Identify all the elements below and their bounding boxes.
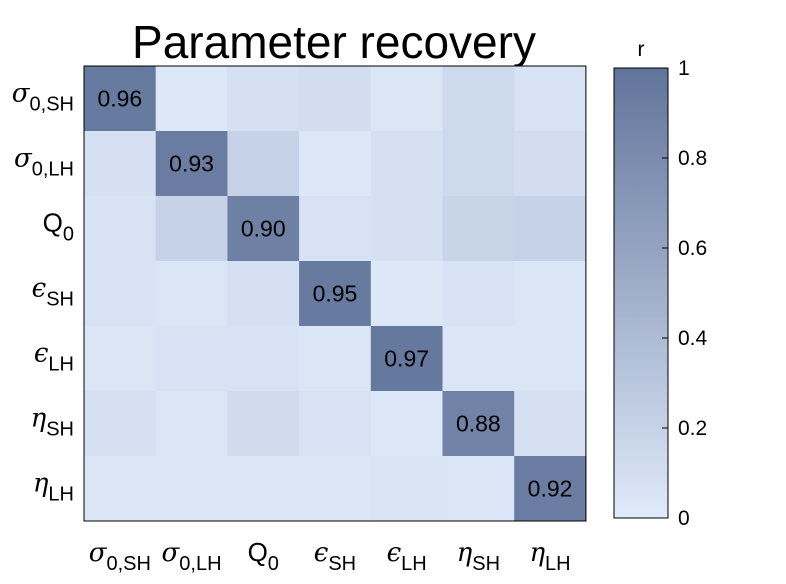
cell-value-label-5: 0.88	[456, 411, 501, 437]
row-label-6: ηLH	[33, 469, 74, 506]
cell-value-label-3: 0.95	[313, 281, 358, 307]
heatmap-cell-r0-c1	[155, 66, 228, 132]
cell-value-label-0: 0.96	[97, 86, 142, 112]
heatmap-cell-r6-c1	[155, 456, 228, 522]
heatmap-cell-r0-c0	[84, 66, 157, 132]
heatmap-cell-r4-c4	[370, 326, 443, 392]
colorbar-tick-label-5: 1	[678, 57, 690, 80]
heatmap-cell-r5-c0	[84, 391, 157, 457]
heatmap-cell-r2-c1	[155, 196, 228, 262]
heatmap-cell-r5-c1	[155, 391, 228, 457]
heatmap-cell-r3-c5	[442, 261, 515, 327]
heatmap-cell-r3-c0	[84, 261, 157, 327]
row-label-3: ϵSH	[32, 274, 74, 311]
heatmap-cell-r3-c4	[370, 261, 443, 327]
heatmap-cell-r6-c4	[370, 456, 443, 522]
heatmap-cell-r2-c4	[370, 196, 443, 262]
colorbar-label: r	[638, 38, 645, 61]
heatmap-cell-r5-c5	[442, 391, 515, 457]
column-label-2: Q0	[248, 537, 279, 575]
column-label-4: ϵLH	[387, 538, 427, 575]
colorbar-ticks: 0 0.2 0.4 0.6 0.8 1	[662, 57, 708, 530]
heatmap-cell-r5-c3	[299, 391, 372, 457]
heatmap-cell-r4-c0	[84, 326, 157, 392]
column-label-3: ϵSH	[314, 538, 356, 575]
heatmap-cell-r5-c2	[227, 391, 300, 457]
column-label-1: σ0,LH	[162, 538, 222, 575]
heatmap-cell-r0-c4	[370, 66, 443, 132]
heatmap-cell-r0-c5	[442, 66, 515, 132]
cell-value-label-6: 0.92	[528, 476, 573, 502]
heatmap-cell-r1-c1	[155, 131, 228, 197]
chart-title: Parameter recovery	[132, 16, 536, 68]
heatmap-cell-r0-c2	[227, 66, 300, 132]
heatmap-cell-r1-c3	[299, 131, 372, 197]
heatmap-cell-r1-c6	[514, 131, 587, 197]
heatmap-cell-r3-c3	[299, 261, 372, 327]
heatmap-cell-r4-c2	[227, 326, 300, 392]
heatmap-cell-r0-c3	[299, 66, 372, 132]
plot-frame	[83, 65, 587, 522]
column-label-6: ηLH	[529, 538, 570, 575]
heatmap-cells	[84, 66, 587, 522]
heatmap-cell-r6-c2	[227, 456, 300, 522]
heatmap-cell-r4-c5	[442, 326, 515, 392]
row-label-1: σ0,LH	[14, 144, 74, 181]
heatmap-cell-r2-c5	[442, 196, 515, 262]
column-labels: σ0,SH σ0,LH Q0 ϵSH ϵLH ηSH ηLH	[89, 537, 571, 575]
heatmap-cell-r3-c1	[155, 261, 228, 327]
heatmap-cell-r6-c0	[84, 456, 157, 522]
colorbar-tick-label-4: 0.8	[678, 147, 707, 170]
heatmap-cell-r4-c6	[514, 326, 587, 392]
heatmap-cell-r6-c6	[514, 456, 587, 522]
cell-value-labels: 0.96 0.93 0.90 0.95 0.97 0.88 0.92	[97, 86, 572, 502]
heatmap-cell-r3-c2	[227, 261, 300, 327]
heatmap-cell-r3-c6	[514, 261, 587, 327]
row-label-5: ηSH	[31, 404, 74, 441]
cell-value-label-2: 0.90	[241, 216, 286, 242]
cell-value-label-1: 0.93	[169, 151, 214, 177]
heatmap-cell-r6-c5	[442, 456, 515, 522]
heatmap-cell-r1-c2	[227, 131, 300, 197]
colorbar-tick-label-1: 0.2	[678, 417, 707, 440]
column-label-5: ηSH	[457, 538, 500, 575]
heatmap-cell-r0-c6	[514, 66, 587, 132]
column-label-0: σ0,SH	[89, 538, 151, 575]
row-labels: σ0,SH σ0,LH Q0 ϵSH ϵLH ηSH ηLH	[12, 79, 74, 506]
heatmap-cell-r2-c6	[514, 196, 587, 262]
heatmap-cell-r1-c4	[370, 131, 443, 197]
heatmap-cell-r1-c0	[84, 131, 157, 197]
row-label-0: σ0,SH	[12, 79, 74, 116]
colorbar	[613, 67, 669, 519]
heatmap-cell-r6-c3	[299, 456, 372, 522]
heatmap-cell-r4-c3	[299, 326, 372, 392]
cell-value-label-4: 0.97	[384, 346, 429, 372]
row-label-4: ϵLH	[34, 339, 74, 376]
heatmap-cell-r2-c0	[84, 196, 157, 262]
heatmap-cell-r1-c5	[442, 131, 515, 197]
colorbar-tick-label-3: 0.6	[678, 237, 707, 260]
heatmap-cell-r4-c1	[155, 326, 228, 392]
colorbar-tick-label-2: 0.4	[678, 327, 708, 350]
heatmap-cell-r2-c2	[227, 196, 300, 262]
row-label-2: Q0	[43, 208, 74, 246]
heatmap-cell-r5-c4	[370, 391, 443, 457]
heatmap-cell-r5-c6	[514, 391, 587, 457]
heatmap-cell-r2-c3	[299, 196, 372, 262]
colorbar-tick-label-0: 0	[678, 507, 690, 530]
